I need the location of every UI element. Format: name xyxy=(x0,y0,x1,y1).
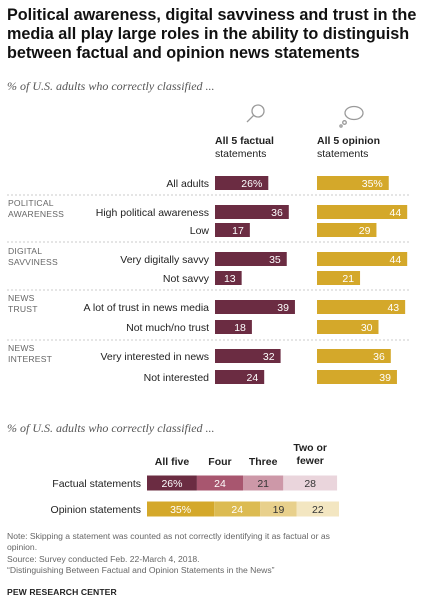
segment-header: All five xyxy=(155,456,190,468)
factual-bar xyxy=(215,271,242,285)
opinion-bar xyxy=(317,320,379,334)
group-label: NEWS xyxy=(8,293,35,303)
stacked-segment xyxy=(243,475,284,491)
opinion-bar xyxy=(317,271,361,285)
row-label: A lot of trust in news media xyxy=(84,302,210,314)
factual-value-label: 13 xyxy=(224,273,236,285)
footnote-line: Note: Skipping a statement was counted a… xyxy=(7,531,330,541)
chart-subtitle-bottom: % of U.S. adults who correctly classifie… xyxy=(7,421,215,435)
opinion-column-header: All 5 opinion xyxy=(317,135,380,147)
magnifier-icon xyxy=(246,104,265,123)
opinion-bar xyxy=(317,300,406,314)
factual-bar xyxy=(215,370,265,384)
row-label: Not savvy xyxy=(163,273,210,285)
factual-bar xyxy=(215,176,269,190)
factual-value-label: 36 xyxy=(271,207,283,219)
factual-value-label: 18 xyxy=(234,322,246,334)
factual-value-label: 26% xyxy=(241,178,262,190)
chart-subtitle-top: % of U.S. adults who correctly classifie… xyxy=(7,79,215,93)
factual-value-label: 17 xyxy=(232,225,244,237)
thought-cloud-icon xyxy=(339,105,364,128)
factual-column-header: statements xyxy=(215,148,266,160)
footnote-line: opinion. xyxy=(7,542,38,553)
group-label: AWARENESS xyxy=(8,209,64,219)
stacked-value-label: 19 xyxy=(273,504,285,516)
opinion-bar xyxy=(317,176,389,190)
stacked-segment xyxy=(196,475,243,491)
factual-value-label: 35 xyxy=(269,254,281,266)
opinion-value-label: 30 xyxy=(361,322,373,334)
source-label: PEW RESEARCH CENTER xyxy=(7,587,117,597)
segment-header: Three xyxy=(249,456,278,468)
opinion-column-header: statements xyxy=(317,148,368,160)
stacked-value-label: 35% xyxy=(170,504,191,516)
factual-bar xyxy=(215,205,289,219)
factual-bar xyxy=(215,252,287,266)
stacked-segment xyxy=(283,475,338,491)
row-label: Very digitally savvy xyxy=(120,254,209,266)
opinion-value-label: 36 xyxy=(373,351,385,363)
factual-value-label: 32 xyxy=(263,351,275,363)
group-label: INTEREST xyxy=(8,354,53,364)
segment-header: Four xyxy=(208,456,231,468)
stacked-segment xyxy=(214,501,261,517)
factual-value-label: 39 xyxy=(277,302,289,314)
stacked-value-label: 28 xyxy=(304,478,316,490)
stacked-row-label: Opinion statements xyxy=(51,504,141,516)
stacked-segment xyxy=(260,501,297,517)
factual-bar xyxy=(215,320,252,334)
footnote: Note: Skipping a statement was counted a… xyxy=(7,531,415,576)
row-label: High political awareness xyxy=(96,207,209,219)
opinion-bar xyxy=(317,205,408,219)
stacked-value-label: 22 xyxy=(312,504,324,516)
source-line: Source: Survey conducted Feb. 22-March 4… xyxy=(7,553,200,564)
opinion-value-label: 39 xyxy=(379,372,391,384)
opinion-bar xyxy=(317,370,397,384)
factual-bar xyxy=(215,223,250,237)
row-label: Not interested xyxy=(144,372,210,384)
stacked-segment xyxy=(296,501,339,517)
group-label: NEWS xyxy=(8,343,35,353)
opinion-value-label: 44 xyxy=(390,207,402,219)
group-label: SAVVINESS xyxy=(8,257,58,267)
chart-title: Political awareness, digital savviness a… xyxy=(7,6,417,62)
group-label: TRUST xyxy=(8,304,38,314)
opinion-value-label: 35% xyxy=(362,178,383,190)
stacked-value-label: 24 xyxy=(214,478,226,490)
stacked-segment xyxy=(147,475,197,491)
factual-column-header: All 5 factual xyxy=(215,135,274,147)
factual-bar xyxy=(215,300,295,314)
opinion-value-label: 21 xyxy=(342,273,354,285)
opinion-bar xyxy=(317,349,391,363)
row-label: All adults xyxy=(166,178,209,190)
opinion-bar xyxy=(317,252,408,266)
row-label: Very interested in news xyxy=(100,351,209,363)
stacked-row-label: Factual statements xyxy=(52,478,141,490)
stacked-segment xyxy=(147,501,215,517)
segment-header: fewer xyxy=(296,455,323,467)
row-label: Not much/no trust xyxy=(126,322,209,334)
factual-value-label: 24 xyxy=(247,372,259,384)
segment-header: Two or xyxy=(293,442,327,454)
stacked-value-label: 26% xyxy=(161,478,182,490)
opinion-value-label: 43 xyxy=(387,302,399,314)
group-label: POLITICAL xyxy=(8,198,54,208)
row-label: Low xyxy=(190,225,210,237)
stacked-value-label: 21 xyxy=(257,478,269,490)
report-title-line: “Distinguishing Between Factual and Opin… xyxy=(7,564,275,575)
stacked-value-label: 24 xyxy=(231,504,243,516)
factual-bar xyxy=(215,349,281,363)
opinion-value-label: 44 xyxy=(390,254,402,266)
group-label: DIGITAL xyxy=(8,246,42,256)
opinion-value-label: 29 xyxy=(359,225,371,237)
opinion-bar xyxy=(317,223,377,237)
